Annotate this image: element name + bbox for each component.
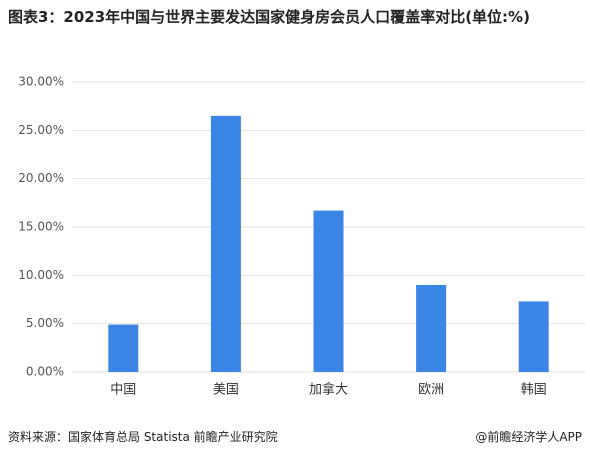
bar xyxy=(313,210,344,372)
bar xyxy=(416,285,447,372)
x-tick-label: 欧洲 xyxy=(418,383,444,398)
bar xyxy=(108,324,139,372)
x-tick-label: 加拿大 xyxy=(309,382,348,398)
y-tick-label: 5.00% xyxy=(26,316,64,330)
chart: 0.00% 5.00% 10.00% 15.00% 20.00% 25.00% 30.00%… xyxy=(18,75,585,398)
y-tick-label: 0.00% xyxy=(26,365,64,379)
source: 资料来源：国家体育总局 Statista 前瞻产业研究院 xyxy=(8,430,278,444)
x-tick-label: 韩国 xyxy=(521,383,547,398)
chart-title: 图表3：2023年中国与世界主要发达国家健身房会员人口覆盖率对比(单位:%) xyxy=(8,8,530,26)
bar xyxy=(210,115,241,372)
bar xyxy=(518,301,549,372)
x-tick-label: 中国 xyxy=(110,383,136,398)
credit: @前瞻经济学人APP xyxy=(475,430,582,444)
y-tick-label: 20.00% xyxy=(18,171,64,185)
y-tick-label: 25.00% xyxy=(18,123,64,137)
y-tick-label: 30.00% xyxy=(18,75,64,89)
y-tick-label: 10.00% xyxy=(18,268,64,282)
y-tick-label: 15.00% xyxy=(18,220,64,234)
x-tick-label: 美国 xyxy=(213,383,239,398)
